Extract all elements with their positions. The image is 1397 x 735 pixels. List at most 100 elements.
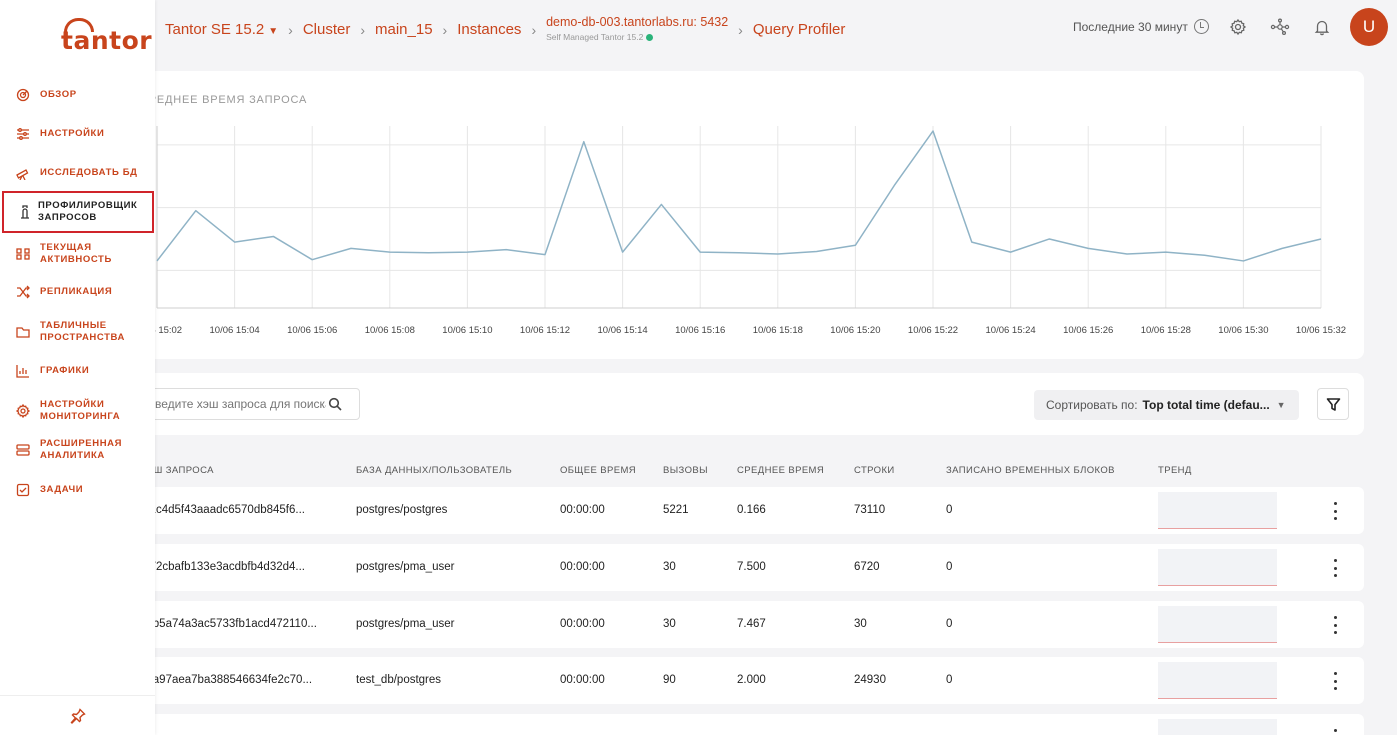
x-tick-label: 10/06 15:08 (365, 325, 415, 336)
column-header-avg-time[interactable]: СРЕДНЕЕ ВРЕМЯ (737, 465, 825, 476)
trend-sparkline (1158, 492, 1277, 529)
cell-avg-time: 0.166 (737, 504, 766, 516)
sidebar-item-1[interactable]: НАСТРОЙКИ (0, 127, 155, 141)
sidebar-item-9[interactable]: РАСШИРЕННАЯ АНАЛИТИКА (0, 437, 155, 463)
shuffle-icon (16, 285, 30, 299)
column-header-total-time[interactable]: ОБЩЕЕ ВРЕМЯ (560, 465, 637, 476)
x-tick-label: 10/06 15:28 (1141, 325, 1191, 336)
sidebar-item-label: ОБЗОР (40, 89, 77, 100)
table-row[interactable]: 8f72cbafb133e3acdbfb4d32d4... postgres/pm… (140, 544, 1364, 591)
x-tick-label: 10/06 15:12 (520, 325, 570, 336)
gear-icon[interactable] (1229, 18, 1247, 36)
row-menu-icon[interactable] (1329, 672, 1341, 690)
breadcrumb-product[interactable]: Tantor SE 15.2 ▼ (165, 21, 279, 38)
table-row[interactable]: 3eb5a74a3ac5733fb1acd472110... postgres/p… (140, 601, 1364, 648)
x-tick-label: 10/06 15:22 (908, 325, 958, 336)
trend-sparkline (1158, 719, 1277, 735)
cell-rows: 30 (854, 618, 867, 630)
sort-select[interactable]: Сортировать по: Top total time (defau...… (1034, 390, 1299, 420)
avg-time-series-line (156, 130, 1322, 262)
breadcrumb-instance[interactable]: demo-db-003.tantorlabs.ru: 5432 Self Man… (546, 16, 728, 43)
time-range-label: Последние 30 минут (1073, 19, 1188, 34)
query-toolbar: Сортировать по: Top total time (defau...… (140, 373, 1364, 435)
cell-temp-blocks: 0 (946, 504, 953, 516)
sidebar-item-4[interactable]: ТЕКУЩАЯ АКТИВНОСТЬ (0, 241, 155, 267)
cell-hash[interactable]: 8f1c4d5f43aaadc6570db845f6... (140, 504, 305, 516)
cell-avg-time: 7.467 (737, 618, 766, 630)
sort-value: Top total time (defau... (1142, 398, 1270, 412)
tantor-logo[interactable]: tantor (30, 10, 152, 55)
cell-temp-blocks: 0 (946, 561, 953, 573)
sidebar-item-5[interactable]: РЕПЛИКАЦИЯ (0, 285, 155, 299)
cell-temp-blocks: 0 (946, 674, 953, 686)
x-tick-label: 10/06 15:32 (1296, 325, 1346, 336)
x-tick-label: 10/06 15:10 (442, 325, 492, 336)
column-header-temp-blocks[interactable]: ЗАПИСАНО ВРЕМЕННЫХ БЛОКОВ (946, 465, 1115, 476)
row-menu-icon[interactable] (1329, 729, 1341, 735)
sidebar-item-10[interactable]: ЗАДАЧИ (0, 483, 155, 497)
network-icon[interactable] (1270, 18, 1290, 36)
breadcrumb-cluster[interactable]: Cluster (302, 21, 351, 38)
search-input[interactable] (141, 397, 326, 411)
overview-icon (16, 88, 30, 102)
search-icon[interactable] (328, 397, 342, 411)
query-hash-search (140, 388, 360, 420)
sidebar-item-6[interactable]: ТАБЛИЧНЫЕ ПРОСТРАНСТВА (0, 319, 155, 345)
instance-subtitle: Self Managed Tantor 15.2 (546, 31, 728, 43)
cell-total-time: 00:00:00 (560, 561, 605, 573)
pin-sidebar-button[interactable] (0, 695, 155, 735)
cell-calls: 90 (663, 674, 676, 686)
x-tick-label: 10/06 15:20 (830, 325, 880, 336)
column-header-hash[interactable]: ХЭШ ЗАПРОСА (140, 465, 214, 476)
breadcrumb-instances[interactable]: Instances (457, 21, 522, 38)
cell-db-user: postgres/pma_user (356, 618, 455, 630)
sidebar-item-label: ГРАФИКИ (40, 365, 90, 376)
sidebar-item-label: ТАБЛИЧНЫЕ ПРОСТРАНСТВА (40, 320, 125, 343)
sidebar-item-2[interactable]: ИССЛЕДОВАТЬ БД (0, 166, 155, 180)
column-header-db-user[interactable]: БАЗА ДАННЫХ/ПОЛЬЗОВАТЕЛЬ (356, 465, 513, 476)
x-tick-label: 10/06 15:06 (287, 325, 337, 336)
breadcrumb-main[interactable]: main_15 (375, 21, 433, 38)
cell-avg-time: 7.500 (737, 561, 766, 573)
sidebar-item-label: ПРОФИЛИРОВЩИК ЗАПРОСОВ (38, 200, 138, 223)
breadcrumb-separator-icon: › (442, 21, 448, 38)
row-menu-icon[interactable] (1329, 502, 1341, 520)
sidebar-item-8[interactable]: НАСТРОЙКИ МОНИТОРИНГА (0, 398, 155, 424)
sort-label: Сортировать по: (1046, 398, 1138, 412)
cell-hash[interactable]: 72a97aea7ba388546634fe2c70... (140, 674, 313, 686)
column-header-calls[interactable]: ВЫЗОВЫ (663, 465, 708, 476)
column-header-rows[interactable]: СТРОКИ (854, 465, 895, 476)
x-tick-label: 10/06 15:24 (986, 325, 1036, 336)
row-menu-icon[interactable] (1329, 559, 1341, 577)
breadcrumb: Tantor SE 15.2 ▼ › Cluster › main_15 › In… (165, 16, 845, 43)
x-tick-label: 10/06 15:04 (210, 325, 260, 336)
table-row-partial[interactable] (140, 714, 1364, 735)
sidebar-item-3[interactable]: ПРОФИЛИРОВЩИК ЗАПРОСОВ (2, 191, 154, 233)
cell-temp-blocks: 0 (946, 618, 953, 630)
sidebar-item-7[interactable]: ГРАФИКИ (0, 364, 155, 378)
sidebar: tantor ОБЗОР НАСТРОЙКИ ИССЛЕДОВАТЬ БД ПРОФИ… (0, 0, 155, 735)
breadcrumb-separator-icon: › (360, 21, 365, 38)
cell-hash[interactable]: 8f72cbafb133e3acdbfb4d32d4... (140, 561, 305, 573)
sidebar-item-0[interactable]: ОБЗОР (0, 88, 155, 102)
table-row[interactable]: 8f1c4d5f43aaadc6570db845f6... postgres/po… (140, 487, 1364, 534)
x-tick-label: 10/06 15:30 (1218, 325, 1268, 336)
row-menu-icon[interactable] (1329, 616, 1341, 634)
cell-total-time: 00:00:00 (560, 504, 605, 516)
column-header-trend: ТРЕНД (1158, 465, 1192, 476)
bell-icon[interactable] (1313, 18, 1331, 36)
time-range-selector[interactable]: Последние 30 минут (1073, 19, 1209, 34)
bar-chart-icon (16, 364, 30, 378)
filter-button[interactable] (1317, 388, 1349, 420)
breadcrumb-separator-icon: › (738, 21, 743, 38)
chart-title: СРЕДНЕЕ ВРЕМЯ ЗАПРОСА (140, 94, 308, 106)
sidebar-item-label: ИССЛЕДОВАТЬ БД (40, 167, 138, 178)
sidebar-item-label: НАСТРОЙКИ МОНИТОРИНГА (40, 399, 121, 422)
cell-rows: 24930 (854, 674, 886, 686)
table-row[interactable]: 72a97aea7ba388546634fe2c70... test_db/pos… (140, 657, 1364, 704)
sidebar-item-label: РАСШИРЕННАЯ АНАЛИТИКА (40, 438, 123, 461)
sidebar-item-label: РЕПЛИКАЦИЯ (40, 286, 113, 297)
cell-hash[interactable]: 3eb5a74a3ac5733fb1acd472110... (140, 618, 317, 630)
user-avatar[interactable]: U (1350, 8, 1388, 46)
